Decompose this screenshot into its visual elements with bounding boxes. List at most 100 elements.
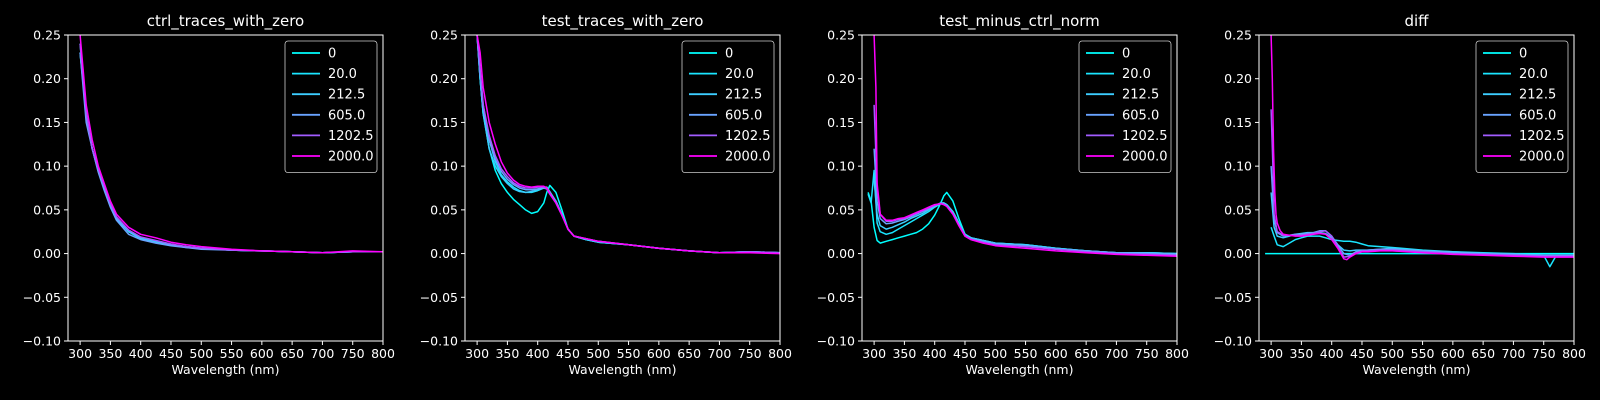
x-tick-label: 500 <box>586 346 610 361</box>
x-tick-label: 500 <box>1380 346 1404 361</box>
series-line-20-0 <box>1270 227 1574 268</box>
y-tick-label: 0.15 <box>827 115 855 130</box>
axes-frame <box>1258 34 1575 342</box>
series-line-2000-0 <box>79 35 383 254</box>
series-group <box>867 35 1177 257</box>
x-tick-label: 700 <box>310 346 334 361</box>
x-tick-label: 600 <box>647 346 671 361</box>
series-line-2000-0 <box>873 35 1177 257</box>
axes-frame <box>67 34 384 342</box>
x-axis-label: Wavelength (nm) <box>569 362 677 377</box>
chart-title: diff <box>1404 12 1429 30</box>
chart-panel-3: test_minus_ctrl_norm 300 350 400 450 500 550 60… <box>817 12 1189 377</box>
legend-entry: 0 <box>328 47 336 62</box>
series-group <box>1265 35 1574 268</box>
legend-entry: 212.5 <box>725 88 762 103</box>
series-line-2000-0 <box>476 35 780 255</box>
x-tick-label: 600 <box>250 346 274 361</box>
y-tick-label: 0.10 <box>430 159 458 174</box>
legend-entry: 1202.5 <box>328 129 374 144</box>
y-tick-label: 0.10 <box>827 159 855 174</box>
y-tick-label: 0.20 <box>1224 71 1252 86</box>
legend: 0 20.0 212.5 605.0 1202.5 2000.0 <box>284 40 378 174</box>
y-tick-label: 0.00 <box>430 246 458 261</box>
chart-panel-4: diff 300 350 400 450 500 550 600 650 700 750 800 −0.… <box>1214 12 1586 377</box>
x-tick-label: 650 <box>677 346 701 361</box>
legend-entry: 0 <box>1122 47 1130 62</box>
x-axis-label: Wavelength (nm) <box>1363 362 1471 377</box>
x-tick-label: 550 <box>617 346 641 361</box>
x-tick-label: 450 <box>1350 346 1374 361</box>
x-tick-label: 350 <box>98 346 122 361</box>
x-tick-label: 700 <box>1501 346 1525 361</box>
legend-entry: 2000.0 <box>328 150 374 165</box>
y-tick-label: 0.00 <box>1224 246 1252 261</box>
x-tick-label: 450 <box>159 346 183 361</box>
legend-entry: 1202.5 <box>1519 129 1565 144</box>
x-tick-label: 700 <box>707 346 731 361</box>
legend: 0 20.0 212.5 605.0 1202.5 2000.0 <box>1078 40 1172 174</box>
legend-entry: 0 <box>1519 47 1527 62</box>
x-tick-label: 500 <box>983 346 1007 361</box>
chart-title: test_traces_with_zero <box>542 12 704 31</box>
x-tick-label: 600 <box>1044 346 1068 361</box>
x-tick-label: 750 <box>1135 346 1159 361</box>
legend-entry: 212.5 <box>328 88 365 103</box>
y-tick-label: −0.10 <box>1214 334 1252 349</box>
legend-entry: 605.0 <box>1122 108 1159 123</box>
legend-entry: 20.0 <box>1122 67 1151 82</box>
x-tick-label: 800 <box>768 346 792 361</box>
y-tick-label: −0.10 <box>817 334 855 349</box>
y-tick-label: 0.00 <box>827 246 855 261</box>
x-tick-label: 450 <box>953 346 977 361</box>
series-line-212-5 <box>873 179 1177 255</box>
axes-frame <box>861 34 1178 342</box>
chart-title: test_minus_ctrl_norm <box>939 12 1100 31</box>
x-tick-label: 300 <box>1259 346 1283 361</box>
y-tick-label: 0.05 <box>827 202 855 217</box>
y-tick-label: 0.15 <box>1224 115 1252 130</box>
series-line-20-0 <box>867 169 1177 255</box>
legend-entry: 1202.5 <box>1122 129 1168 144</box>
legend: 0 20.0 212.5 605.0 1202.5 2000.0 <box>681 40 775 174</box>
x-tick-label: 300 <box>68 346 92 361</box>
y-tick-label: 0.00 <box>33 246 61 261</box>
x-tick-label: 350 <box>892 346 916 361</box>
y-tick-label: 0.25 <box>1224 28 1252 43</box>
x-tick-label: 400 <box>923 346 947 361</box>
legend-entry: 20.0 <box>725 67 754 82</box>
y-tick-label: 0.20 <box>827 71 855 86</box>
legend-entry: 20.0 <box>328 67 357 82</box>
legend-entry: 2000.0 <box>1519 150 1565 165</box>
x-tick-label: 350 <box>1289 346 1313 361</box>
x-tick-label: 400 <box>526 346 550 361</box>
y-tick-label: 0.25 <box>827 28 855 43</box>
legend: 0 20.0 212.5 605.0 1202.5 2000.0 <box>1475 40 1569 174</box>
x-tick-label: 800 <box>1562 346 1586 361</box>
y-tick-label: −0.10 <box>23 334 61 349</box>
y-tick-label: 0.25 <box>33 28 61 43</box>
y-tick-label: −0.05 <box>23 290 61 305</box>
x-tick-label: 650 <box>1471 346 1495 361</box>
x-tick-label: 700 <box>1104 346 1128 361</box>
y-tick-label: 0.05 <box>33 202 61 217</box>
legend-entry: 212.5 <box>1519 88 1556 103</box>
legend-entry: 2000.0 <box>1122 150 1168 165</box>
series-group <box>476 35 780 255</box>
series-line-2000-0 <box>1270 35 1574 261</box>
x-tick-label: 300 <box>465 346 489 361</box>
legend-entry: 605.0 <box>725 108 762 123</box>
y-tick-label: −0.05 <box>1214 290 1252 305</box>
chart-panel-2: test_traces_with_zero 300 350 400 450 500 550 6… <box>420 12 792 377</box>
y-tick-label: 0.05 <box>1224 202 1252 217</box>
x-tick-label: 650 <box>280 346 304 361</box>
y-tick-label: 0.10 <box>33 159 61 174</box>
legend-entry: 2000.0 <box>725 150 771 165</box>
legend-entry: 212.5 <box>1122 88 1159 103</box>
x-tick-label: 750 <box>738 346 762 361</box>
x-tick-label: 300 <box>862 346 886 361</box>
y-tick-label: −0.05 <box>817 290 855 305</box>
x-tick-label: 400 <box>1320 346 1344 361</box>
y-tick-label: −0.10 <box>420 334 458 349</box>
x-axis-label: Wavelength (nm) <box>966 362 1074 377</box>
